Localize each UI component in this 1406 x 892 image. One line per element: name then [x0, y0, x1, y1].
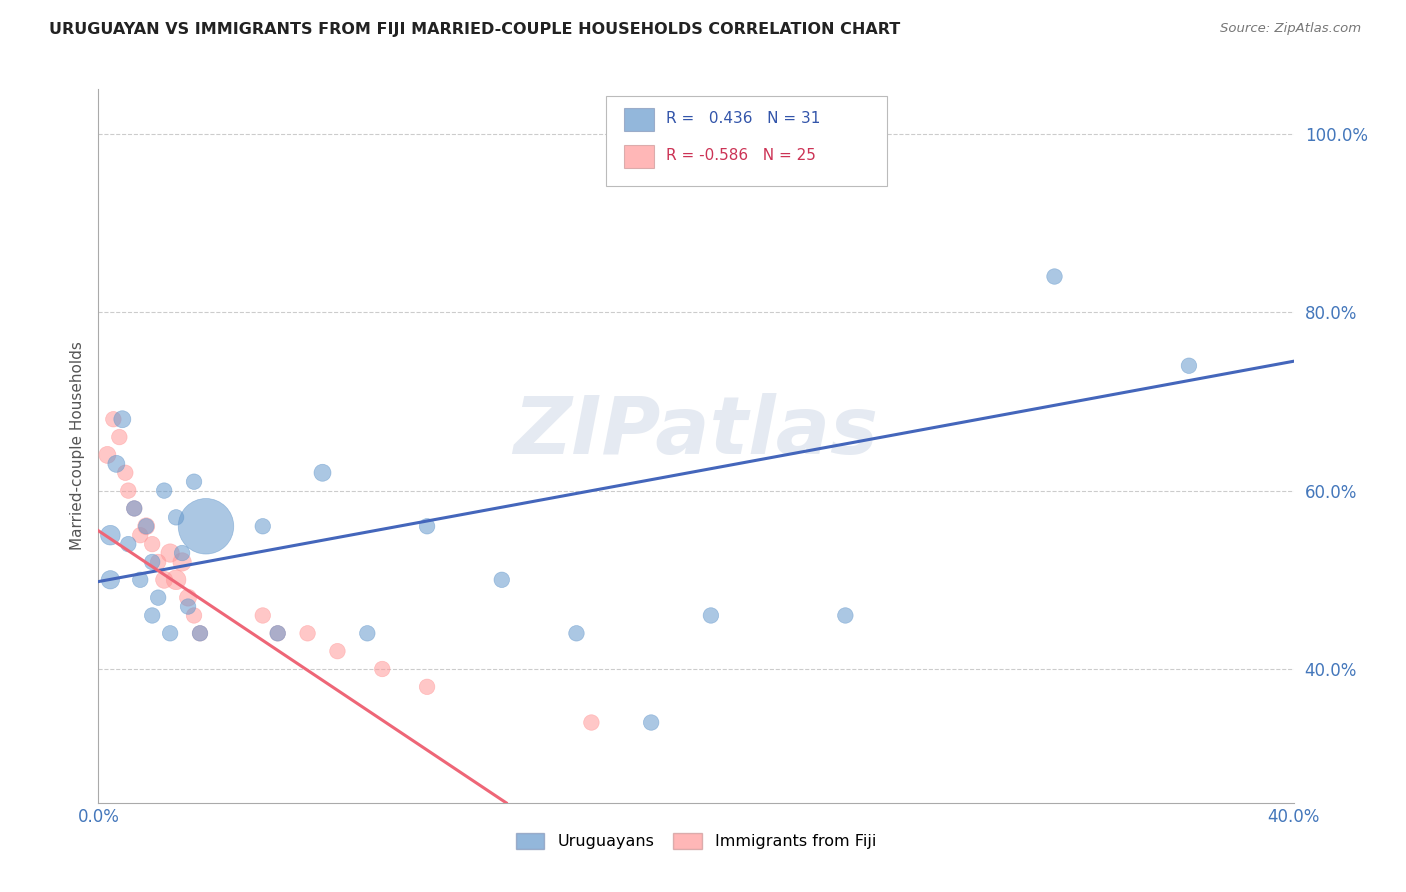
Point	[141, 537, 163, 551]
Point	[111, 412, 134, 426]
Point	[129, 528, 152, 542]
Point	[252, 519, 274, 533]
Text: URUGUAYAN VS IMMIGRANTS FROM FIJI MARRIED-COUPLE HOUSEHOLDS CORRELATION CHART: URUGUAYAN VS IMMIGRANTS FROM FIJI MARRIE…	[49, 22, 900, 37]
Point	[177, 591, 200, 605]
Point	[183, 475, 205, 489]
Point	[159, 626, 181, 640]
Point	[96, 448, 118, 462]
Point	[416, 680, 439, 694]
Point	[135, 519, 157, 533]
Point	[103, 412, 125, 426]
Point	[98, 573, 122, 587]
Point	[153, 573, 176, 587]
Point	[267, 626, 290, 640]
Point	[117, 537, 139, 551]
Text: R = -0.586   N = 25: R = -0.586 N = 25	[666, 148, 815, 163]
Point	[165, 573, 187, 587]
Point	[183, 608, 205, 623]
Point	[416, 519, 439, 533]
Point	[565, 626, 588, 640]
Text: Source: ZipAtlas.com: Source: ZipAtlas.com	[1220, 22, 1361, 36]
Point	[153, 483, 176, 498]
Point	[326, 644, 349, 658]
Text: R =   0.436   N = 31: R = 0.436 N = 31	[666, 111, 821, 126]
Point	[356, 626, 378, 640]
Point	[124, 501, 146, 516]
Point	[148, 555, 170, 569]
Point	[105, 457, 128, 471]
Point	[1178, 359, 1201, 373]
Y-axis label: Married-couple Households: Married-couple Households	[69, 342, 84, 550]
Point	[98, 528, 122, 542]
Point	[165, 510, 187, 524]
Point	[267, 626, 290, 640]
Point	[188, 626, 211, 640]
Point	[297, 626, 319, 640]
Point	[159, 546, 181, 560]
Point	[117, 483, 139, 498]
Point	[108, 430, 131, 444]
Point	[114, 466, 136, 480]
Point	[311, 466, 333, 480]
Point	[177, 599, 200, 614]
FancyBboxPatch shape	[606, 96, 887, 186]
Legend: Uruguayans, Immigrants from Fiji: Uruguayans, Immigrants from Fiji	[509, 826, 883, 855]
Point	[141, 555, 163, 569]
Point	[195, 519, 218, 533]
Point	[371, 662, 394, 676]
Point	[135, 519, 157, 533]
Point	[141, 608, 163, 623]
Point	[129, 573, 152, 587]
Point	[124, 501, 146, 516]
Point	[148, 591, 170, 605]
Point	[188, 626, 211, 640]
Point	[172, 555, 194, 569]
Point	[1043, 269, 1066, 284]
Point	[491, 573, 513, 587]
Point	[700, 608, 723, 623]
Bar	[624, 109, 654, 131]
Text: ZIPatlas: ZIPatlas	[513, 392, 879, 471]
Bar	[624, 145, 654, 168]
Point	[834, 608, 856, 623]
Point	[172, 546, 194, 560]
Point	[640, 715, 662, 730]
Point	[252, 608, 274, 623]
Point	[581, 715, 603, 730]
